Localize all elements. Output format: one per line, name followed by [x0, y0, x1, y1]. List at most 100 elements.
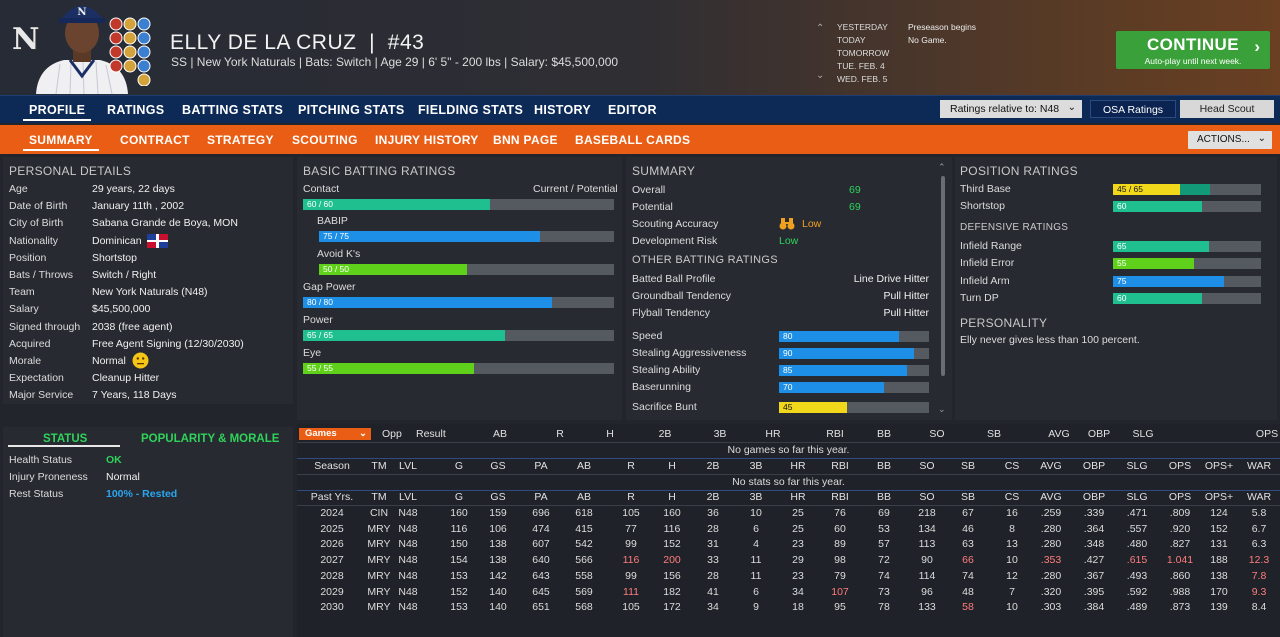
- stat-cell: 2024: [320, 507, 344, 519]
- ratings-relative-select[interactable]: Ratings relative to: N48 ⌄: [940, 100, 1082, 118]
- chevron-up-icon[interactable]: ⌃: [938, 162, 946, 172]
- stat-cell: 2026: [320, 538, 344, 551]
- batting-rating-bar-fill: [319, 264, 467, 275]
- actions-menu[interactable]: ACTIONS... ⌄: [1188, 131, 1272, 149]
- stat-cell: 150: [450, 538, 468, 551]
- stat-cell: 28: [707, 569, 719, 582]
- section-title: OTHER BATTING RATINGS: [632, 254, 778, 266]
- chevron-down-icon[interactable]: ⌄: [938, 404, 946, 414]
- calendar-up-icon[interactable]: ⌃: [816, 23, 825, 34]
- tab-contract[interactable]: CONTRACT: [120, 133, 190, 147]
- stat-cell: .395: [1083, 585, 1105, 598]
- tab-history[interactable]: HISTORY: [534, 103, 591, 117]
- games-col-header: 2B: [658, 428, 672, 440]
- defense-label: Infield Error: [960, 257, 1015, 270]
- defense-bar: 60: [1113, 292, 1261, 304]
- stat-cell: N48: [398, 507, 418, 519]
- batting-rating-bar-label: 65 / 65: [307, 330, 333, 340]
- calendar-day: TODAY: [837, 35, 866, 45]
- stat-cell: 23: [792, 569, 804, 582]
- tab-summary[interactable]: SUMMARY: [23, 133, 99, 151]
- past-col-header: PA: [534, 491, 548, 503]
- tab-editor[interactable]: EDITOR: [608, 103, 657, 117]
- running-bar-label: 85: [783, 365, 793, 375]
- tab-batting-stats[interactable]: BATTING STATS: [182, 103, 284, 117]
- games-select[interactable]: Games ⌄: [299, 428, 371, 440]
- defense-bar-label: 75: [1117, 275, 1127, 286]
- osa-ratings-button[interactable]: OSA Ratings: [1090, 100, 1176, 118]
- scrollbar-thumb[interactable]: [941, 176, 945, 376]
- stat-cell: 152: [1210, 522, 1228, 535]
- past-col-header: R: [627, 491, 635, 503]
- season-col-header: G: [454, 460, 464, 472]
- tab-injury-history[interactable]: INJURY HISTORY: [375, 133, 479, 147]
- tab-pitching-stats[interactable]: PITCHING STATS: [298, 103, 405, 117]
- detail-label: Date of Birth: [9, 200, 68, 213]
- summary-label: Potential: [632, 201, 673, 213]
- tab-fielding-stats[interactable]: FIELDING STATS: [418, 103, 524, 117]
- calendar-day: WED. FEB. 5: [837, 74, 888, 84]
- stat-cell: 131: [1210, 538, 1228, 551]
- defense-bar-fill: [1113, 241, 1209, 252]
- running-bar-fill: [779, 365, 907, 376]
- season-col-header: SLG: [1126, 460, 1148, 472]
- season-col-header: 3B: [749, 460, 763, 472]
- tab-bnn-page[interactable]: BNN PAGE: [493, 133, 558, 147]
- ratings-relative-value: Ratings relative to: N48: [950, 103, 1060, 115]
- stat-cell: 159: [489, 507, 507, 519]
- games-col-header: HR: [765, 428, 781, 440]
- stat-cell: .493: [1126, 569, 1148, 582]
- season-col-header: HR: [790, 460, 806, 472]
- summary-label: Development Risk: [632, 235, 718, 247]
- tab-status[interactable]: STATUS: [8, 429, 120, 447]
- detail-value: Free Agent Signing (12/30/2030): [92, 337, 244, 350]
- stat-cell: .873: [1169, 601, 1191, 614]
- continue-button[interactable]: CONTINUE Auto-play until next week. ›: [1116, 31, 1270, 69]
- stat-cell: 31: [707, 538, 719, 551]
- status-value: OK: [106, 454, 122, 466]
- development-risk-value: Low: [779, 235, 799, 247]
- games-col-header: SO: [929, 428, 945, 440]
- running-label: Stealing Aggressiveness: [632, 347, 747, 359]
- defense-bar-label: 55: [1117, 258, 1127, 269]
- stat-cell: .827: [1169, 538, 1191, 551]
- stat-cell: .259: [1040, 507, 1062, 519]
- stat-cell: 170: [1210, 585, 1228, 598]
- season-col-header: GS: [490, 460, 506, 472]
- stat-cell: 558: [575, 569, 593, 582]
- past-col-header: 2B: [706, 491, 720, 503]
- stat-cell: 95: [834, 601, 846, 614]
- past-col-header: OPS: [1168, 491, 1192, 503]
- past-col-header: H: [668, 491, 676, 503]
- tab-strategy[interactable]: STRATEGY: [207, 133, 274, 147]
- player-name: ELLY DE LA CRUZ | #43: [170, 31, 425, 54]
- tab-scouting[interactable]: SCOUTING: [292, 133, 358, 147]
- tab-baseball-cards[interactable]: BASEBALL CARDS: [575, 133, 691, 147]
- season-col-header: H: [668, 460, 676, 472]
- personal-details-panel: PERSONAL DETAILS Age 29 years, 22 days Dat…: [3, 157, 293, 404]
- running-bar-fill: [779, 331, 899, 342]
- stat-cell: 36: [707, 507, 719, 519]
- tab-ratings[interactable]: RATINGS: [107, 103, 165, 117]
- stat-cell: MRY: [367, 554, 391, 567]
- running-label: Sacrifice Bunt: [632, 401, 697, 413]
- stat-cell: 12: [1006, 569, 1018, 582]
- games-col-header: H: [606, 428, 614, 440]
- calendar-day: YESTERDAY: [837, 22, 888, 32]
- detail-label: Acquired: [9, 337, 51, 350]
- stat-cell: .920: [1169, 522, 1191, 535]
- past-col-header: SO: [919, 491, 935, 503]
- summary-scrollbar[interactable]: ⌃ ⌄: [937, 162, 951, 420]
- no-stats-text: No stats so far this year.: [732, 476, 845, 488]
- tab-profile[interactable]: PROFILE: [23, 103, 92, 121]
- running-bar: 90: [779, 348, 929, 359]
- stat-cell: 569: [575, 585, 593, 598]
- detail-label: Age: [9, 183, 28, 195]
- stat-cell: 645: [532, 585, 550, 598]
- past-col-header: AVG: [1040, 491, 1062, 503]
- head-scout-button[interactable]: Head Scout: [1180, 100, 1274, 118]
- calendar-down-icon[interactable]: ⌄: [816, 70, 825, 81]
- past-col-header: LVL: [399, 491, 417, 503]
- tab-popularity-morale[interactable]: POPULARITY & MORALE: [141, 433, 280, 445]
- running-label: Stealing Ability: [632, 364, 701, 376]
